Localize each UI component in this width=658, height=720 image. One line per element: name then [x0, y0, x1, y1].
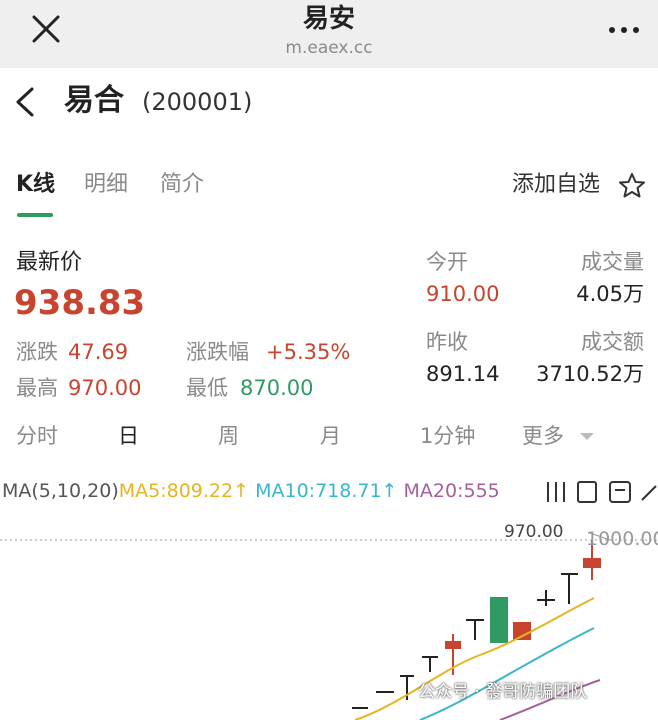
volume-value: 4.05万	[576, 282, 644, 306]
ma20-label: MA20:555	[403, 482, 500, 501]
back-icon[interactable]	[16, 87, 34, 117]
amount-label: 成交额	[581, 330, 644, 354]
star-icon[interactable]	[619, 173, 645, 198]
browser-url: m.eaex.cc	[285, 38, 373, 58]
period-tab[interactable]: 分时	[16, 424, 58, 448]
prev-value: 891.14	[426, 362, 500, 386]
tab-indicator	[17, 213, 53, 217]
ma10-line	[419, 627, 595, 720]
low-value: 870.00	[240, 376, 314, 400]
low-label: 最低	[186, 376, 228, 400]
period-tab[interactable]: 1分钟	[420, 424, 476, 448]
more-icon[interactable]	[609, 27, 639, 33]
change-label: 涨跌	[16, 340, 58, 364]
add-watchlist[interactable]: 添加自选	[512, 172, 601, 197]
ma-legend: MA(5,10,20)MA5:809.22↑ MA10:718.71↑ MA20…	[2, 482, 542, 501]
watermark: 公众号 · 發哥防骗团队	[418, 682, 588, 702]
chart-tool-icons[interactable]	[547, 481, 657, 503]
latest-label: 最新价	[16, 250, 83, 275]
high-value: 970.00	[68, 376, 142, 400]
open-label: 今开	[426, 250, 468, 274]
label-leader	[589, 532, 611, 541]
tab[interactable]: 简介	[160, 172, 205, 197]
period-tab[interactable]: 月	[320, 424, 341, 448]
dropdown-icon[interactable]	[580, 433, 594, 440]
browser-bar	[0, 0, 658, 68]
latest-price: 938.83	[14, 283, 146, 323]
period-tab[interactable]: 更多	[522, 424, 564, 448]
ma20-line	[499, 679, 601, 720]
pct-value: +5.35%	[266, 340, 351, 364]
tab[interactable]: K线	[16, 172, 56, 197]
pct-label: 涨跌幅	[186, 340, 249, 364]
amount-value: 3710.52万	[536, 362, 644, 386]
ma10-label: MA10:718.71↑	[255, 482, 398, 501]
stock-code: (200001)	[142, 88, 253, 116]
open-value: 910.00	[426, 282, 500, 306]
high-price-label: 970.00	[504, 522, 564, 542]
ma5-label: MA5:809.22↑	[118, 482, 250, 501]
prev-label: 昨收	[426, 330, 468, 354]
ma5-line	[354, 597, 595, 720]
close-icon[interactable]	[32, 15, 60, 43]
browser-title: 易安	[302, 4, 355, 34]
tab[interactable]: 明细	[84, 172, 129, 197]
volume-label: 成交量	[581, 250, 644, 274]
period-tab[interactable]: 周	[218, 424, 239, 448]
period-tab[interactable]: 日	[118, 424, 139, 448]
ma-params: MA(5,10,20)	[2, 482, 119, 501]
max-price-label: 1000.00	[586, 530, 658, 549]
stock-name: 易合	[64, 83, 124, 118]
change-value: 47.69	[68, 340, 129, 364]
high-label: 最高	[16, 376, 58, 400]
